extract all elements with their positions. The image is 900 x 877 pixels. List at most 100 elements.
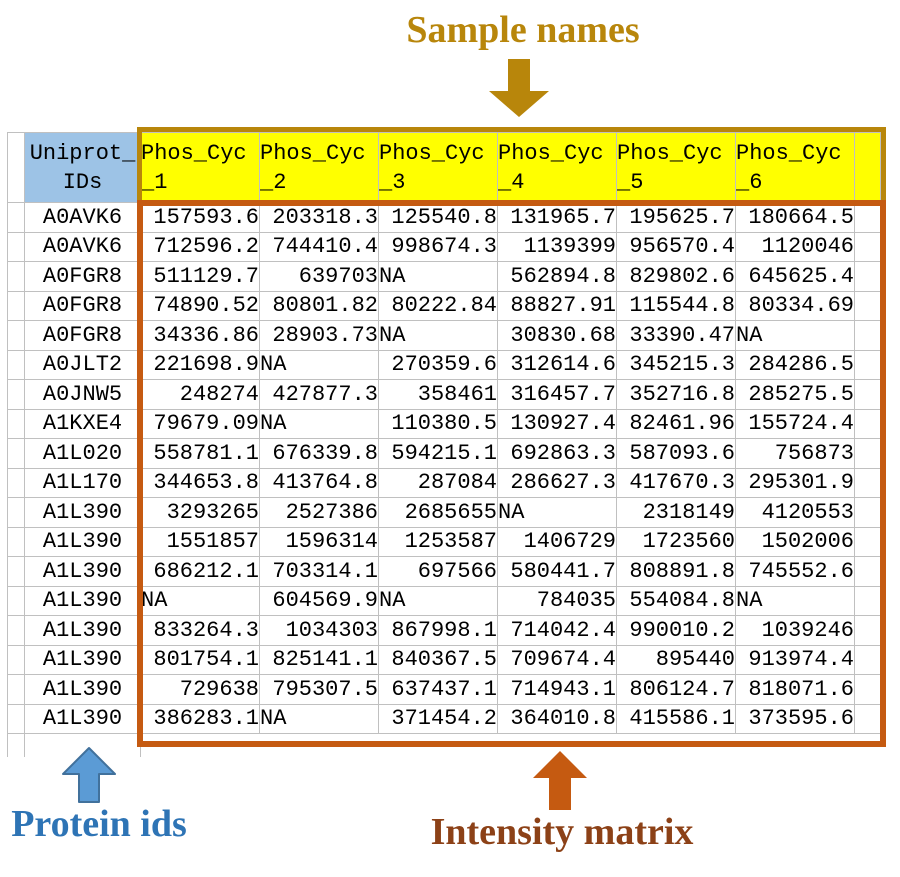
intensity-value-cell[interactable]: 312614.6 xyxy=(497,349,617,380)
intensity-value-cell[interactable]: 316457.7 xyxy=(497,379,617,410)
intensity-value-cell[interactable]: 990010.2 xyxy=(616,615,736,646)
intensity-value-cell[interactable]: 829802.6 xyxy=(616,261,736,292)
intensity-value-cell[interactable]: 33390.47 xyxy=(616,320,736,351)
intensity-value-cell[interactable]: 806124.7 xyxy=(616,674,736,705)
intensity-value-cell[interactable]: 795307.5 xyxy=(259,674,379,705)
intensity-value-cell[interactable]: 2685655 xyxy=(378,497,498,528)
intensity-value-cell[interactable]: NA xyxy=(259,408,379,439)
protein-id-cell[interactable]: A1L390 xyxy=(24,615,141,646)
intensity-value-cell[interactable]: 4120553 xyxy=(735,497,855,528)
intensity-value-cell[interactable]: NA xyxy=(259,349,379,380)
intensity-value-cell[interactable]: 1596314 xyxy=(259,526,379,557)
intensity-value-cell[interactable]: NA xyxy=(259,703,379,734)
intensity-value-cell[interactable]: 511129.7 xyxy=(140,261,260,292)
protein-id-cell[interactable]: A0JNW5 xyxy=(24,379,141,410)
intensity-value-cell[interactable]: 562894.8 xyxy=(497,261,617,292)
intensity-value-cell[interactable]: 867998.1 xyxy=(378,615,498,646)
intensity-value-cell[interactable]: NA xyxy=(735,585,855,616)
sample-header-cell[interactable]: Phos_Cyc _1 xyxy=(140,132,260,203)
intensity-value-cell[interactable]: 744410.4 xyxy=(259,231,379,262)
intensity-value-cell[interactable]: 637437.1 xyxy=(378,674,498,705)
intensity-value-cell[interactable]: 594215.1 xyxy=(378,438,498,469)
intensity-value-cell[interactable]: 30830.68 xyxy=(497,320,617,351)
protein-id-cell[interactable]: A0JLT2 xyxy=(24,349,141,380)
intensity-value-cell[interactable]: 587093.6 xyxy=(616,438,736,469)
protein-id-cell[interactable]: A0FGR8 xyxy=(24,290,141,321)
intensity-value-cell[interactable]: 2318149 xyxy=(616,497,736,528)
intensity-value-cell[interactable]: 639703 xyxy=(259,261,379,292)
intensity-value-cell[interactable]: 285275.5 xyxy=(735,379,855,410)
intensity-value-cell[interactable]: NA xyxy=(378,585,498,616)
sample-header-cell[interactable]: Phos_Cyc _2 xyxy=(259,132,379,203)
intensity-value-cell[interactable]: 1034303 xyxy=(259,615,379,646)
intensity-value-cell[interactable]: 34336.86 xyxy=(140,320,260,351)
intensity-value-cell[interactable]: 386283.1 xyxy=(140,703,260,734)
intensity-value-cell[interactable]: NA xyxy=(735,320,855,351)
protein-id-cell[interactable]: A1L390 xyxy=(24,585,141,616)
intensity-value-cell[interactable]: 295301.9 xyxy=(735,467,855,498)
intensity-value-cell[interactable]: 818071.6 xyxy=(735,674,855,705)
intensity-value-cell[interactable]: 373595.6 xyxy=(735,703,855,734)
intensity-value-cell[interactable]: 714943.1 xyxy=(497,674,617,705)
intensity-value-cell[interactable]: 604569.9 xyxy=(259,585,379,616)
intensity-value-cell[interactable]: 686212.1 xyxy=(140,556,260,587)
sample-header-cell[interactable]: Phos_Cyc _3 xyxy=(378,132,498,203)
intensity-value-cell[interactable]: 580441.7 xyxy=(497,556,617,587)
intensity-value-cell[interactable]: 825141.1 xyxy=(259,644,379,675)
protein-id-cell[interactable]: A1L390 xyxy=(24,497,141,528)
intensity-value-cell[interactable]: 88827.91 xyxy=(497,290,617,321)
intensity-value-cell[interactable]: 80222.84 xyxy=(378,290,498,321)
intensity-value-cell[interactable]: 895440 xyxy=(616,644,736,675)
uniprot-ids-header-cell[interactable]: Uniprot_ IDs xyxy=(24,132,141,203)
protein-id-cell[interactable]: A0FGR8 xyxy=(24,261,141,292)
intensity-value-cell[interactable]: 756873 xyxy=(735,438,855,469)
intensity-value-cell[interactable]: 110380.5 xyxy=(378,408,498,439)
protein-id-cell[interactable]: A0FGR8 xyxy=(24,320,141,351)
intensity-value-cell[interactable]: 155724.4 xyxy=(735,408,855,439)
intensity-value-cell[interactable]: 80334.69 xyxy=(735,290,855,321)
protein-id-cell[interactable]: A1L390 xyxy=(24,703,141,734)
intensity-value-cell[interactable]: 344653.8 xyxy=(140,467,260,498)
intensity-value-cell[interactable]: 195625.7 xyxy=(616,202,736,233)
intensity-value-cell[interactable]: 131965.7 xyxy=(497,202,617,233)
intensity-value-cell[interactable]: 1139399 xyxy=(497,231,617,262)
intensity-value-cell[interactable]: NA xyxy=(140,585,260,616)
intensity-value-cell[interactable]: 692863.3 xyxy=(497,438,617,469)
intensity-value-cell[interactable]: 784035 xyxy=(497,585,617,616)
intensity-value-cell[interactable]: 1723560 xyxy=(616,526,736,557)
intensity-value-cell[interactable]: 82461.96 xyxy=(616,408,736,439)
intensity-value-cell[interactable]: 712596.2 xyxy=(140,231,260,262)
intensity-value-cell[interactable]: 221698.9 xyxy=(140,349,260,380)
intensity-value-cell[interactable]: NA xyxy=(497,497,617,528)
intensity-value-cell[interactable]: 709674.4 xyxy=(497,644,617,675)
intensity-value-cell[interactable]: 840367.5 xyxy=(378,644,498,675)
intensity-value-cell[interactable]: 352716.8 xyxy=(616,379,736,410)
intensity-value-cell[interactable]: 1039246 xyxy=(735,615,855,646)
protein-id-cell[interactable]: A1L020 xyxy=(24,438,141,469)
intensity-value-cell[interactable]: 913974.4 xyxy=(735,644,855,675)
intensity-value-cell[interactable]: 956570.4 xyxy=(616,231,736,262)
intensity-value-cell[interactable]: 115544.8 xyxy=(616,290,736,321)
intensity-value-cell[interactable]: 345215.3 xyxy=(616,349,736,380)
intensity-value-cell[interactable]: NA xyxy=(378,261,498,292)
sample-header-cell[interactable]: Phos_Cyc _5 xyxy=(616,132,736,203)
intensity-value-cell[interactable]: 74890.52 xyxy=(140,290,260,321)
intensity-value-cell[interactable]: 998674.3 xyxy=(378,231,498,262)
sample-header-cell[interactable]: Phos_Cyc _4 xyxy=(497,132,617,203)
protein-id-cell[interactable]: A1KXE4 xyxy=(24,408,141,439)
intensity-value-cell[interactable]: 2527386 xyxy=(259,497,379,528)
intensity-value-cell[interactable]: 697566 xyxy=(378,556,498,587)
intensity-value-cell[interactable]: 417670.3 xyxy=(616,467,736,498)
intensity-value-cell[interactable]: 413764.8 xyxy=(259,467,379,498)
intensity-value-cell[interactable]: 248274 xyxy=(140,379,260,410)
intensity-value-cell[interactable]: 28903.73 xyxy=(259,320,379,351)
sample-header-cell[interactable]: Phos_Cyc _6 xyxy=(735,132,855,203)
intensity-value-cell[interactable]: 676339.8 xyxy=(259,438,379,469)
intensity-value-cell[interactable]: 833264.3 xyxy=(140,615,260,646)
intensity-value-cell[interactable]: 287084 xyxy=(378,467,498,498)
intensity-value-cell[interactable]: NA xyxy=(378,320,498,351)
intensity-value-cell[interactable]: 808891.8 xyxy=(616,556,736,587)
intensity-value-cell[interactable]: 1502006 xyxy=(735,526,855,557)
intensity-value-cell[interactable]: 80801.82 xyxy=(259,290,379,321)
intensity-value-cell[interactable]: 358461 xyxy=(378,379,498,410)
